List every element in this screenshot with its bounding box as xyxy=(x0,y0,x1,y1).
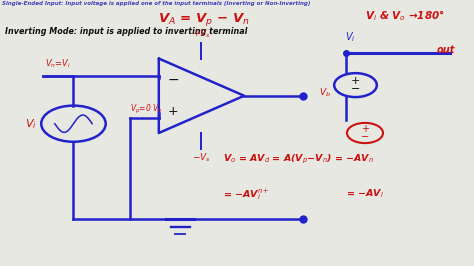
Text: −V$_s$: −V$_s$ xyxy=(192,152,211,164)
Text: V$_i$ & V$_o$ →180°: V$_i$ & V$_o$ →180° xyxy=(365,8,445,23)
Text: = −AV$_i$: = −AV$_i$ xyxy=(346,188,384,200)
Text: V$_p$=0 V$_o$: V$_p$=0 V$_o$ xyxy=(130,103,164,116)
Text: Single-Ended Input: Input voltage is applied one of the input terminals (Inverti: Single-Ended Input: Input voltage is app… xyxy=(2,1,311,6)
Text: V$_A$ = V$_p$ − V$_n$: V$_A$ = V$_p$ − V$_n$ xyxy=(158,11,250,28)
Text: +: + xyxy=(167,105,178,118)
Text: V$_i$: V$_i$ xyxy=(25,117,36,131)
Text: V$_b$: V$_b$ xyxy=(319,87,331,99)
Text: −: − xyxy=(361,132,369,142)
Text: V$_n$=V$_i$: V$_n$=V$_i$ xyxy=(45,57,71,70)
Text: out: out xyxy=(437,45,455,55)
Text: Inverting Mode: input is applied to inverting terminal: Inverting Mode: input is applied to inve… xyxy=(5,27,247,36)
Text: V$_o$ = AV$_d$ = A(V$_p$−V$_n$) = −AV$_n$: V$_o$ = AV$_d$ = A(V$_p$−V$_n$) = −AV$_n… xyxy=(223,153,374,166)
Text: V$_i$: V$_i$ xyxy=(346,30,356,44)
Text: +V$_s$: +V$_s$ xyxy=(192,27,211,40)
Text: −: − xyxy=(351,84,360,94)
Text: −: − xyxy=(167,73,179,87)
Text: = −AV$_i^{n+}$: = −AV$_i^{n+}$ xyxy=(223,188,269,202)
Text: +: + xyxy=(351,76,360,86)
Text: +: + xyxy=(361,124,369,134)
